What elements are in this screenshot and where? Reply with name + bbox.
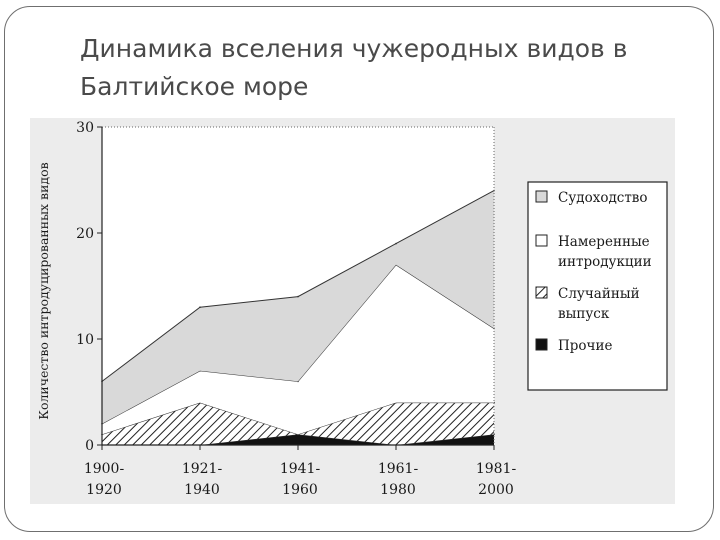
- x-tick-label: 1940: [184, 482, 220, 498]
- x-tick-label: 1920: [86, 482, 122, 498]
- legend-label: Случайный: [558, 286, 640, 302]
- legend-label: Судоходство: [558, 190, 648, 206]
- legend-swatch: [535, 286, 548, 299]
- y-tick-label: 20: [76, 226, 94, 242]
- x-tick-label: 1941-: [280, 461, 321, 477]
- legend-swatch: [535, 234, 548, 247]
- area-намеренные-интродукции: [102, 264, 494, 435]
- data-point-судоходство: [395, 242, 397, 245]
- x-tick-label: 1900-: [84, 461, 125, 477]
- legend-swatch: [535, 338, 548, 351]
- legend-box: [527, 181, 668, 391]
- area-случайный-выпуск: [102, 402, 494, 445]
- data-point-судоходство: [199, 306, 201, 309]
- x-tick-label: 1960: [282, 482, 318, 498]
- y-axis-label: Количество интродуцированных видов: [36, 162, 51, 419]
- slide-title-line-1: Динамика вселения чужеродных видов в: [80, 34, 628, 63]
- legend-label: выпуск: [558, 306, 610, 322]
- data-point-судоходство: [297, 295, 299, 298]
- legend-label: интродукции: [558, 254, 652, 270]
- y-tick-label: 30: [76, 120, 94, 136]
- x-tick-label: 1921-: [182, 461, 223, 477]
- slide-title: Динамика вселения чужеродных видов в Бал…: [80, 30, 680, 106]
- area-прочие: [102, 434, 494, 445]
- x-tick-label: 1980: [380, 482, 416, 498]
- legend-swatch: [535, 190, 548, 203]
- x-tick-label: 2000: [478, 482, 514, 498]
- area-судоходство: [102, 190, 494, 424]
- x-tick-label: 1981-: [476, 461, 517, 477]
- legend-label: Прочие: [558, 338, 612, 354]
- y-tick-label: 0: [85, 438, 94, 454]
- x-tick-label: 1961-: [378, 461, 419, 477]
- legend-label: Намеренные: [558, 234, 650, 250]
- slide-title-line-2: Балтийское море: [80, 72, 309, 101]
- y-tick-label: 10: [76, 332, 94, 348]
